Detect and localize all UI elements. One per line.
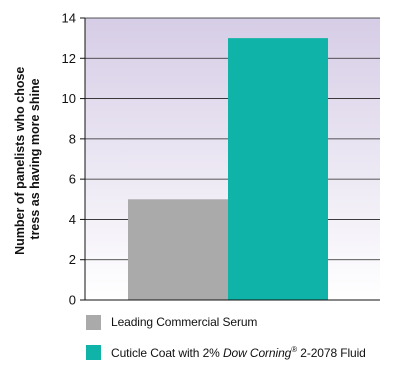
legend-item-serum: Leading Commercial Serum <box>86 314 366 330</box>
y-tick-label: 6 <box>69 172 76 187</box>
bars <box>128 38 328 301</box>
legend-label-prefix: Cuticle Coat with 2% <box>111 345 223 360</box>
legend-swatch-cuticle-coat <box>86 344 101 360</box>
bar-serum <box>128 199 228 300</box>
bar-cuticle-coat <box>228 38 328 301</box>
y-tick-label: 14 <box>62 11 76 26</box>
y-axis-title: Number of panelists who chose tress as h… <box>13 63 42 255</box>
y-tick-label: 4 <box>69 212 76 227</box>
y-tick-label: 8 <box>69 131 76 146</box>
legend-label-registered: ® <box>291 344 298 354</box>
legend-swatch-serum <box>86 314 101 330</box>
y-tick-label: 12 <box>62 51 76 66</box>
bar-chart: 0 2 4 6 8 10 12 14 Number of panelists who chos… <box>13 11 380 308</box>
legend-label-brand: Dow Corning <box>222 345 292 360</box>
y-tick-label: 0 <box>69 293 76 308</box>
legend-label-serum: Leading Commercial Serum <box>111 315 258 329</box>
y-tick-label: 2 <box>69 252 76 267</box>
y-axis-ticks: 0 2 4 6 8 10 12 14 <box>62 11 85 308</box>
legend: Leading Commercial Serum Cuticle Coat wi… <box>86 314 366 374</box>
legend-label-suffix: 2-2078 Fluid <box>297 345 366 360</box>
y-axis-title-line-2: tress as having more shine <box>28 78 42 239</box>
y-axis-title-line-1: Number of panelists who chose <box>13 67 27 255</box>
y-tick-label: 10 <box>62 91 76 106</box>
legend-item-cuticle-coat: Cuticle Coat with 2% Dow Corning® 2-2078… <box>86 344 366 360</box>
legend-label-cuticle-coat: Cuticle Coat with 2% Dow Corning® 2-2078… <box>111 345 366 360</box>
